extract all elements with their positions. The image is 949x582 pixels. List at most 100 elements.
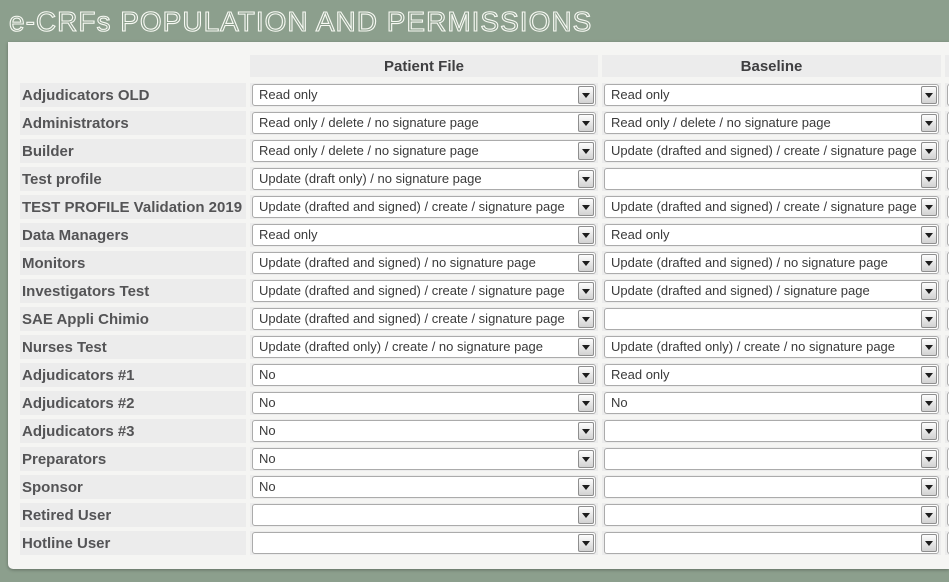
baseline-select[interactable]	[604, 420, 939, 442]
clipped-column-select[interactable]	[947, 420, 949, 442]
chevron-down-icon	[582, 260, 590, 266]
profile-label: Administrators	[20, 111, 246, 135]
profile-label: Preparators	[20, 447, 246, 471]
baseline-select[interactable]: Read only	[604, 84, 939, 106]
dropdown-arrow-button	[921, 254, 937, 272]
baseline-select[interactable]: Update (drafted only) / create / no sign…	[604, 336, 939, 358]
dropdown-arrow-button	[578, 142, 594, 160]
baseline-cell	[602, 503, 941, 527]
patient-file-select[interactable]	[252, 504, 596, 526]
dropdown-arrow-button	[921, 142, 937, 160]
clipped-column-select[interactable]	[947, 140, 949, 162]
clipped-column-cell	[945, 307, 949, 331]
clipped-column-cell	[945, 279, 949, 303]
patient-file-select[interactable]: No	[252, 476, 596, 498]
baseline-select[interactable]: Update (drafted and signed) / no signatu…	[604, 252, 939, 274]
baseline-select[interactable]	[604, 476, 939, 498]
clipped-column-select[interactable]	[947, 252, 949, 274]
baseline-select[interactable]: Read only / delete / no signature page	[604, 112, 939, 134]
dropdown-arrow-button	[578, 86, 594, 104]
baseline-cell: Read only / delete / no signature page	[602, 111, 941, 135]
dropdown-arrow-button	[921, 310, 937, 328]
clipped-column-select[interactable]	[947, 504, 949, 526]
dropdown-arrow-button	[578, 198, 594, 216]
patient-file-select[interactable]: Update (drafted only) / create / no sign…	[252, 336, 596, 358]
patient-file-select[interactable]: No	[252, 392, 596, 414]
clipped-column-select[interactable]	[947, 532, 949, 554]
table-row: Investigators Test Update (drafted and si…	[20, 279, 949, 303]
chevron-down-icon	[582, 204, 590, 210]
chevron-down-icon	[582, 288, 590, 294]
baseline-cell	[602, 167, 941, 191]
baseline-select[interactable]	[604, 504, 939, 526]
profile-label: Investigators Test	[20, 279, 246, 303]
patient-file-select[interactable]: Read only	[252, 224, 596, 246]
baseline-select[interactable]	[604, 168, 939, 190]
clipped-column-select[interactable]	[947, 224, 949, 246]
patient-file-select[interactable]: Update (drafted and signed) / create / s…	[252, 308, 596, 330]
patient-file-cell: Update (drafted and signed) / create / s…	[250, 195, 598, 219]
patient-file-select[interactable]: Read only	[252, 84, 596, 106]
patient-file-select[interactable]: Read only / delete / no signature page	[252, 140, 596, 162]
clipped-column-select[interactable]	[947, 364, 949, 386]
baseline-select[interactable]: Update (drafted and signed) / create / s…	[604, 140, 939, 162]
clipped-column-select[interactable]	[947, 84, 949, 106]
baseline-select[interactable]: Update (drafted and signed) / signature …	[604, 280, 939, 302]
dropdown-arrow-button	[578, 506, 594, 524]
dropdown-arrow-button	[921, 366, 937, 384]
clipped-column-cell	[945, 195, 949, 219]
chevron-down-icon	[925, 120, 933, 126]
clipped-column-select[interactable]	[947, 168, 949, 190]
profile-label: Adjudicators #1	[20, 363, 246, 387]
dropdown-arrow-button	[578, 338, 594, 356]
page-title: e-CRFs POPULATION AND PERMISSIONS	[8, 5, 593, 37]
table-body: Adjudicators OLD Read only Read only Admini…	[20, 83, 949, 555]
table-row: Adjudicators #2 No No	[20, 391, 949, 415]
baseline-select[interactable]: Update (drafted and signed) / create / s…	[604, 196, 939, 218]
baseline-select[interactable]	[604, 308, 939, 330]
clipped-column-select[interactable]	[947, 448, 949, 470]
profile-label: Adjudicators #2	[20, 391, 246, 415]
baseline-select[interactable]	[604, 532, 939, 554]
chevron-down-icon	[582, 456, 590, 462]
chevron-down-icon	[925, 232, 933, 238]
clipped-column-select[interactable]	[947, 336, 949, 358]
clipped-column-select[interactable]	[947, 308, 949, 330]
chevron-down-icon	[582, 400, 590, 406]
baseline-cell	[602, 475, 941, 499]
permissions-table: Patient File Baseline Adjudicators OLD Re…	[20, 55, 949, 559]
table-row: TEST PROFILE Validation 2019 Update (draf…	[20, 195, 949, 219]
chevron-down-icon	[582, 232, 590, 238]
patient-file-select[interactable]: No	[252, 420, 596, 442]
patient-file-cell: Read only / delete / no signature page	[250, 139, 598, 163]
dropdown-arrow-button	[578, 534, 594, 552]
clipped-column-select[interactable]	[947, 476, 949, 498]
patient-file-select[interactable]	[252, 532, 596, 554]
clipped-column-select[interactable]	[947, 196, 949, 218]
baseline-select[interactable]: Read only	[604, 364, 939, 386]
baseline-select[interactable]: Read only	[604, 224, 939, 246]
dropdown-arrow-button	[578, 450, 594, 468]
clipped-column-select[interactable]	[947, 280, 949, 302]
baseline-select[interactable]	[604, 448, 939, 470]
dropdown-arrow-button	[921, 198, 937, 216]
clipped-column-cell	[945, 335, 949, 359]
chevron-down-icon	[582, 372, 590, 378]
profile-label: Nurses Test	[20, 335, 246, 359]
header-spacer	[20, 55, 246, 77]
patient-file-select[interactable]: No	[252, 364, 596, 386]
profile-label: Hotline User	[20, 531, 246, 555]
patient-file-select[interactable]: Update (drafted and signed) / no signatu…	[252, 252, 596, 274]
baseline-cell: Read only	[602, 223, 941, 247]
patient-file-select[interactable]: Update (drafted and signed) / create / s…	[252, 196, 596, 218]
baseline-select[interactable]: No	[604, 392, 939, 414]
clipped-column-cell	[945, 251, 949, 275]
chevron-down-icon	[582, 344, 590, 350]
clipped-column-select[interactable]	[947, 392, 949, 414]
baseline-cell	[602, 307, 941, 331]
patient-file-select[interactable]: Update (drafted and signed) / create / s…	[252, 280, 596, 302]
patient-file-select[interactable]: No	[252, 448, 596, 470]
patient-file-select[interactable]: Read only / delete / no signature page	[252, 112, 596, 134]
patient-file-select[interactable]: Update (draft only) / no signature page	[252, 168, 596, 190]
clipped-column-select[interactable]	[947, 112, 949, 134]
